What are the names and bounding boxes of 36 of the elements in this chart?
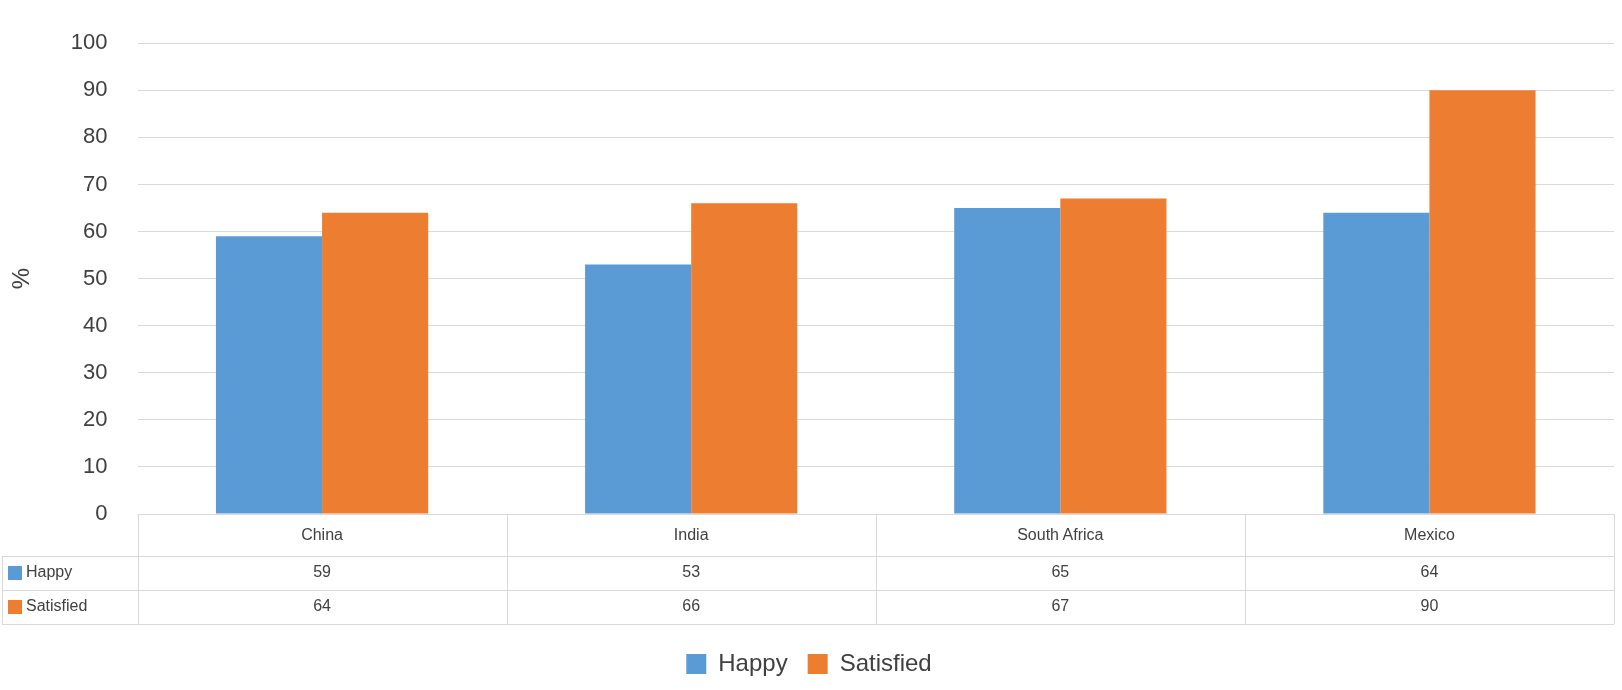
legend-label: Satisfied (839, 648, 932, 676)
x-tick-label: South Africa (1017, 526, 1104, 544)
y-tick-label: 0 (95, 500, 108, 526)
y-tick-label: 70 (83, 170, 108, 196)
bar (954, 207, 1061, 514)
data-label: 64 (1420, 563, 1439, 581)
y-tick-label: 20 (83, 405, 108, 431)
bar (215, 236, 323, 514)
y-tick-label: 30 (83, 358, 108, 384)
y-axis-title: % (7, 267, 35, 290)
bar (691, 203, 798, 514)
legend-label: Happy (718, 648, 788, 676)
data-label: 67 (1051, 597, 1070, 615)
data-label: 66 (682, 597, 701, 615)
bar (585, 264, 692, 514)
y-tick-label: 50 (83, 264, 108, 290)
bar (1060, 198, 1167, 514)
y-tick-label: 40 (83, 311, 108, 337)
y-tick-label: 80 (83, 123, 108, 149)
data-label: 65 (1051, 563, 1070, 581)
text: Satisfied (26, 597, 88, 615)
bar (322, 212, 429, 514)
data-label: 53 (682, 563, 701, 581)
y-tick-label: 100 (70, 29, 108, 55)
bar (1429, 90, 1536, 514)
y-tick-label: 10 (83, 452, 108, 478)
x-tick-label: China (301, 526, 344, 544)
x-tick-label: India (673, 526, 709, 544)
data-label: 59 (313, 563, 332, 581)
y-tick-label: 90 (83, 76, 108, 102)
y-tick-label: 60 (83, 217, 108, 243)
x-tick-label: Mexico (1404, 526, 1455, 544)
data-label: 90 (1420, 597, 1439, 615)
bar (1323, 212, 1430, 514)
text: Happy (26, 563, 73, 581)
data-label: 64 (313, 597, 332, 615)
